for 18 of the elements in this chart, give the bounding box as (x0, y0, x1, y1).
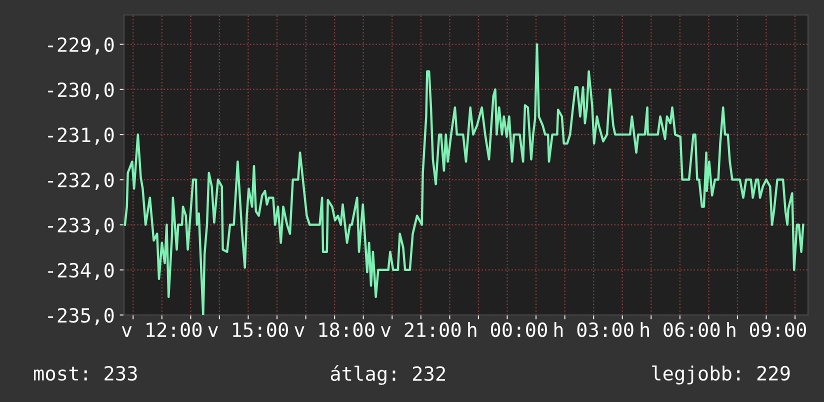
text: átlag: 232 (330, 365, 446, 385)
x-tick-label: h 03:00 (554, 322, 634, 338)
text: legjobb: 229 (652, 365, 790, 385)
x-tick-label: v 15:00 (208, 322, 288, 338)
text: most: 233 (34, 366, 137, 381)
x-tick-label: v 21:00 (380, 322, 461, 338)
y-tick-label: -234,0 (48, 262, 114, 280)
y-tick-label: -232,0 (48, 172, 114, 190)
y-tick-label: -235,0 (48, 308, 114, 326)
x-tick-label: h 06:00 (640, 322, 720, 338)
y-tick-label: -230,0 (48, 82, 114, 100)
x-tick-label: h 00:00 (468, 322, 547, 338)
x-tick-label: v 12:00 (122, 322, 202, 338)
y-tick-label: -231,0 (48, 128, 114, 145)
x-tick-label: h 09:00 (727, 322, 806, 338)
x-tick-label: v 18:00 (294, 322, 374, 338)
y-tick-label: -229,0 (48, 37, 114, 54)
y-tick-label: -233,0 (48, 218, 114, 235)
